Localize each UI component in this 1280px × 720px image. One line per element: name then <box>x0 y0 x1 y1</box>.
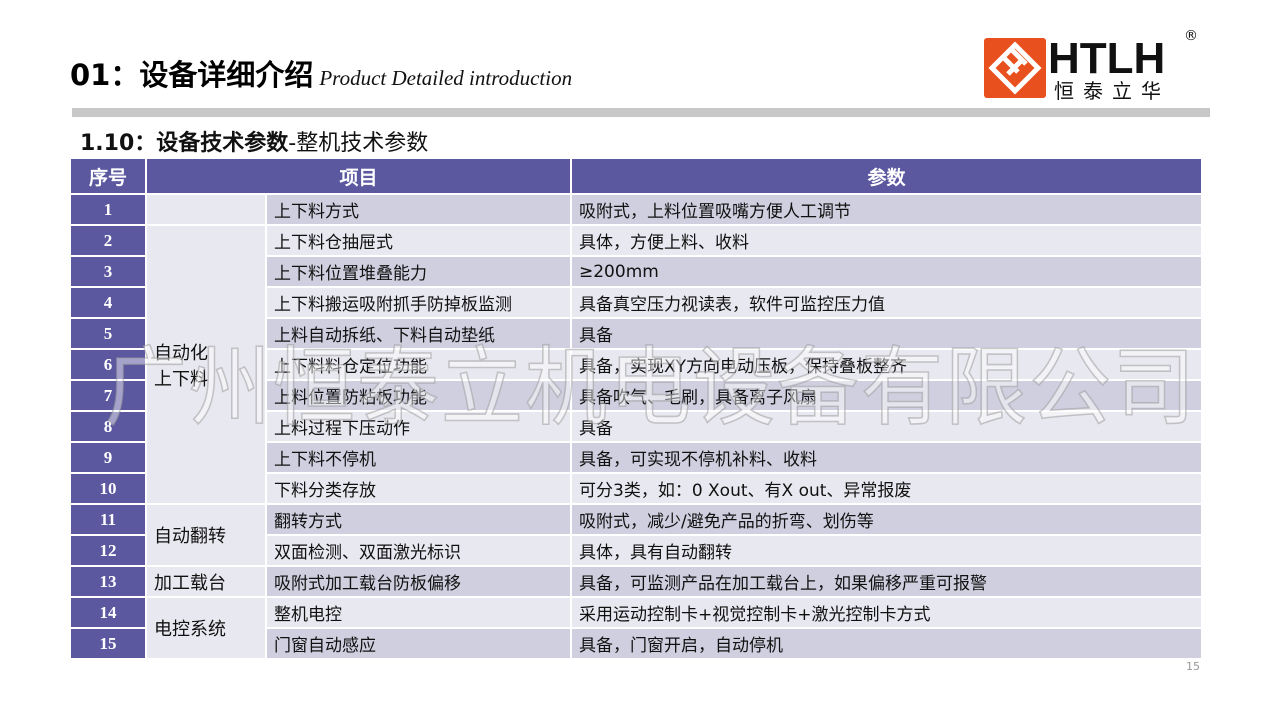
title-cn: 01：设备详细介绍 <box>70 58 314 92</box>
row-param: 具体，具有自动翻转 <box>570 534 1203 567</box>
row-number: 12 <box>69 534 147 567</box>
row-number: 13 <box>69 565 147 598</box>
col-seq: 序号 <box>69 157 147 195</box>
table-row: 5 上料自动拆纸、下料自动垫纸 具备 <box>69 317 1203 350</box>
row-item: 上下料位置堆叠能力 <box>265 255 572 288</box>
row-number: 14 <box>69 596 147 629</box>
table-row: 15 门窗自动感应 具备，门窗开启，自动停机 <box>69 627 1203 660</box>
row-item: 下料分类存放 <box>265 472 572 505</box>
row-number: 6 <box>69 348 147 381</box>
htlh-logo: HTLH 恒泰立华 ® <box>984 28 1198 103</box>
row-group: 电控系统 <box>145 596 267 660</box>
row-group <box>145 193 267 226</box>
row-number: 8 <box>69 410 147 443</box>
table-row: 14 电控系统 整机电控 采用运动控制卡+视觉控制卡+激光控制卡方式 <box>69 596 1203 660</box>
table-row: 11 自动翻转 翻转方式 吸附式，减少/避免产品的折弯、划伤等 <box>69 503 1203 567</box>
row-param: ≥200mm <box>570 255 1203 288</box>
row-param: 具体，方便上料、收料 <box>570 224 1203 257</box>
table-row: 12 双面检测、双面激光标识 具体，具有自动翻转 <box>69 534 1203 567</box>
row-item: 上下料搬运吸附抓手防掉板监测 <box>265 286 572 319</box>
row-number: 11 <box>69 503 147 536</box>
row-item: 门窗自动感应 <box>265 627 572 660</box>
svg-text:HTLH: HTLH <box>1048 34 1165 83</box>
row-item: 双面检测、双面激光标识 <box>265 534 572 567</box>
svg-text:恒泰立华: 恒泰立华 <box>1054 79 1170 103</box>
svg-text:®: ® <box>1184 28 1198 44</box>
row-item: 吸附式加工载台防板偏移 <box>265 565 572 598</box>
table-row: 13 加工载台 吸附式加工载台防板偏移 具备，可监测产品在加工载台上，如果偏移严重可报… <box>69 565 1203 598</box>
table-header: 序号 项目 参数 <box>69 157 1203 195</box>
section-subtitle: 1.10：设备技术参数-整机技术参数 <box>80 125 428 157</box>
row-number: 15 <box>69 627 147 660</box>
header-divider <box>72 108 1210 117</box>
row-item: 上下料料仓定位功能 <box>265 348 572 381</box>
table-row: 7 上料位置防粘板功能 具备吹气、毛刷，具备离子风扇 <box>69 379 1203 412</box>
col-param: 参数 <box>570 157 1203 195</box>
row-number: 4 <box>69 286 147 319</box>
row-param: 吸附式，减少/避免产品的折弯、划伤等 <box>570 503 1203 536</box>
row-number: 3 <box>69 255 147 288</box>
row-param: 具备 <box>570 410 1203 443</box>
table-row: 6 上下料料仓定位功能 具备，实现XY方向电动压板，保持叠板整齐 <box>69 348 1203 381</box>
title-en: Product Detailed introduction <box>319 66 573 90</box>
subtitle-rest: -整机技术参数 <box>288 131 429 156</box>
table-row: 3 上下料位置堆叠能力 ≥200mm <box>69 255 1203 288</box>
row-number: 10 <box>69 472 147 505</box>
row-item: 上料位置防粘板功能 <box>265 379 572 412</box>
row-number: 9 <box>69 441 147 474</box>
row-group: 自动化上下料 <box>145 224 267 505</box>
spec-table: 序号 项目 参数 1 上下料方式 吸附式，上料位置吸嘴方便人工调节 2 自动化上下料 上下… <box>69 157 1203 660</box>
subtitle-bold: 1.10：设备技术参数 <box>80 131 289 156</box>
row-param: 采用运动控制卡+视觉控制卡+激光控制卡方式 <box>570 596 1203 629</box>
row-param: 具备，实现XY方向电动压板，保持叠板整齐 <box>570 348 1203 381</box>
row-number: 5 <box>69 317 147 350</box>
row-param: 具备 <box>570 317 1203 350</box>
row-group: 自动翻转 <box>145 503 267 567</box>
slide-title: 01：设备详细介绍 Product Detailed introduction <box>70 52 572 94</box>
row-param: 具备，可监测产品在加工载台上，如果偏移严重可报警 <box>570 565 1203 598</box>
row-number: 1 <box>69 193 147 226</box>
row-param: 具备，门窗开启，自动停机 <box>570 627 1203 660</box>
row-param: 具备真空压力视读表，软件可监控压力值 <box>570 286 1203 319</box>
table-row: 8 上料过程下压动作 具备 <box>69 410 1203 443</box>
row-item: 上料过程下压动作 <box>265 410 572 443</box>
row-item: 整机电控 <box>265 596 572 629</box>
row-param: 可分3类，如：0 Xout、有X out、异常报废 <box>570 472 1203 505</box>
table-row: 4 上下料搬运吸附抓手防掉板监测 具备真空压力视读表，软件可监控压力值 <box>69 286 1203 319</box>
table-row: 10 下料分类存放 可分3类，如：0 Xout、有X out、异常报废 <box>69 472 1203 505</box>
row-param: 具备吹气、毛刷，具备离子风扇 <box>570 379 1203 412</box>
col-item: 项目 <box>145 157 572 195</box>
table-row: 2 自动化上下料 上下料仓抽屉式 具体，方便上料、收料 <box>69 224 1203 505</box>
row-number: 7 <box>69 379 147 412</box>
row-item: 上下料不停机 <box>265 441 572 474</box>
row-param: 具备，可实现不停机补料、收料 <box>570 441 1203 474</box>
row-item: 上料自动拆纸、下料自动垫纸 <box>265 317 572 350</box>
row-item: 上下料仓抽屉式 <box>265 224 572 257</box>
row-group: 加工载台 <box>145 565 267 598</box>
row-item: 上下料方式 <box>265 193 572 226</box>
page-number: 15 <box>1186 660 1200 673</box>
row-number: 2 <box>69 224 147 257</box>
row-param: 吸附式，上料位置吸嘴方便人工调节 <box>570 193 1203 226</box>
table-row: 1 上下料方式 吸附式，上料位置吸嘴方便人工调节 <box>69 193 1203 226</box>
row-item: 翻转方式 <box>265 503 572 536</box>
table-row: 9 上下料不停机 具备，可实现不停机补料、收料 <box>69 441 1203 474</box>
